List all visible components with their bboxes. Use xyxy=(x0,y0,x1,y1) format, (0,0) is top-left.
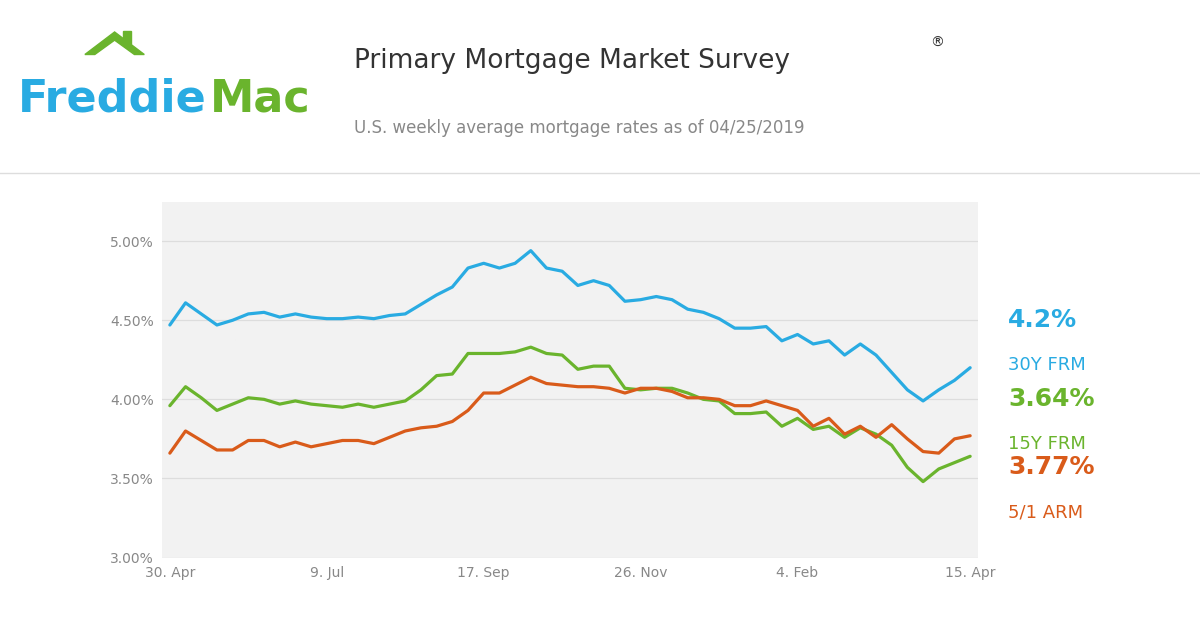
Polygon shape xyxy=(122,31,131,44)
Text: 5/1 ARM: 5/1 ARM xyxy=(1008,503,1084,521)
Text: Freddie: Freddie xyxy=(18,77,206,121)
Text: U.S. weekly average mortgage rates as of 04/25/2019: U.S. weekly average mortgage rates as of… xyxy=(354,118,804,137)
Text: Primary Mortgage Market Survey: Primary Mortgage Market Survey xyxy=(354,49,790,74)
Text: 15Y FRM: 15Y FRM xyxy=(1008,435,1086,453)
Text: 3.64%: 3.64% xyxy=(1008,387,1094,411)
Text: Mac: Mac xyxy=(210,77,311,121)
Text: ®: ® xyxy=(930,35,944,50)
Polygon shape xyxy=(85,32,144,55)
Text: 4.2%: 4.2% xyxy=(1008,308,1078,332)
Text: 30Y FRM: 30Y FRM xyxy=(1008,356,1086,374)
Text: 3.77%: 3.77% xyxy=(1008,455,1094,479)
